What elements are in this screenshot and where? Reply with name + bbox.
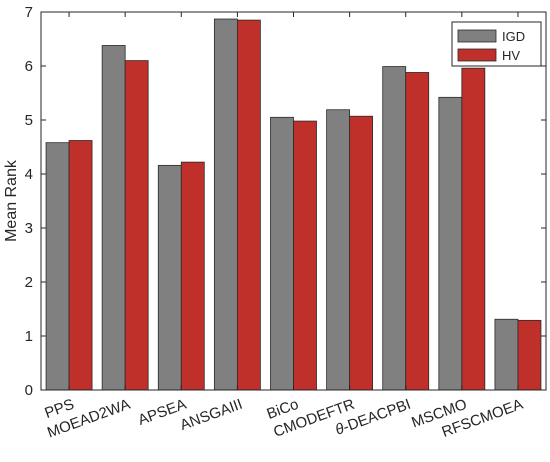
bar-igd-0	[45, 142, 70, 391]
legend-box	[451, 21, 542, 67]
bar-hv-7	[461, 67, 486, 391]
x-tick-label-3: ANSGAIII	[178, 396, 245, 434]
y-tick-label-0: 0	[25, 382, 33, 399]
y-axis-label: Mean Rank	[3, 159, 20, 242]
bar-hv-2	[180, 161, 205, 391]
y-tick-label-7: 7	[25, 4, 33, 21]
y-ticks: 0 1 2 3 4 5 6 7	[25, 4, 546, 399]
bar-hv-4	[293, 120, 317, 391]
bar-hv-5	[349, 115, 374, 391]
y-tick-label-3: 3	[25, 220, 33, 237]
legend: IGD HV	[451, 21, 542, 67]
legend-label-igd: IGD	[502, 29, 525, 44]
bar-hv-1	[124, 60, 149, 391]
y-tick-label-4: 4	[25, 166, 33, 183]
bar-hv-0	[68, 140, 93, 391]
bar-igd-3	[213, 18, 238, 391]
bar-igd-5	[326, 109, 351, 391]
bar-hv-3	[236, 19, 261, 391]
y-tick-label-5: 5	[25, 112, 33, 129]
legend-label-hv: HV	[502, 48, 520, 63]
legend-swatch-igd	[457, 29, 497, 43]
bar-igd-6	[382, 66, 407, 391]
y-tick-label-6: 6	[25, 58, 33, 75]
bar-hv-6	[405, 72, 430, 391]
y-tick-label-2: 2	[25, 274, 33, 291]
bar-igd-4	[270, 116, 294, 391]
y-tick-label-1: 1	[25, 328, 33, 345]
bar-igd-7	[438, 96, 463, 391]
bar-igd-2	[157, 164, 182, 391]
bar-hv-8	[517, 319, 542, 391]
bar-igd-8	[494, 318, 519, 391]
bars-group	[45, 18, 542, 391]
bar-igd-1	[101, 45, 126, 391]
legend-swatch-hv	[457, 48, 497, 62]
